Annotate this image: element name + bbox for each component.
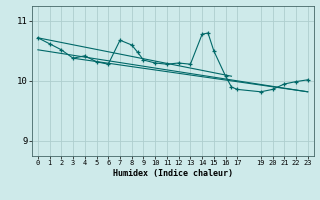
X-axis label: Humidex (Indice chaleur): Humidex (Indice chaleur) xyxy=(113,169,233,178)
